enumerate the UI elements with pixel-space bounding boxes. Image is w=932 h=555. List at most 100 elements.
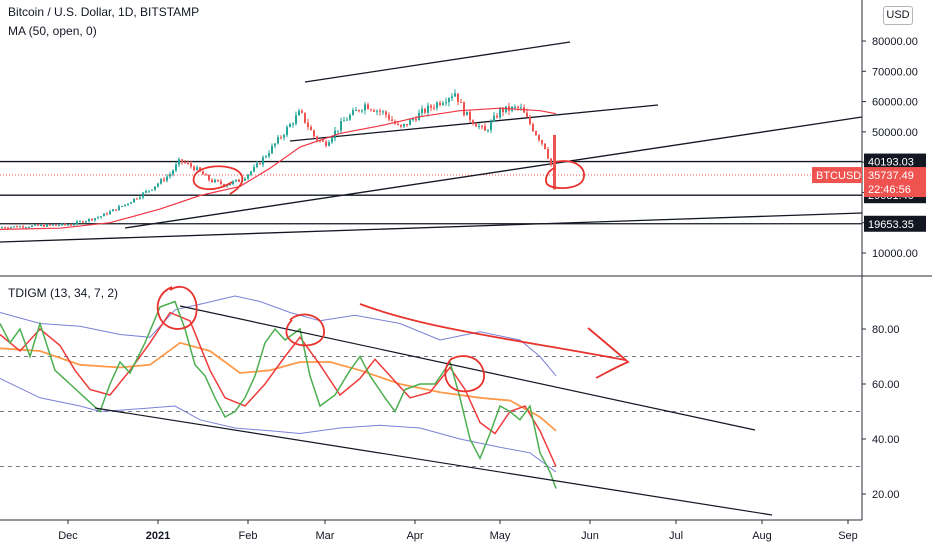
- oscillator-trendlines[interactable]: [94, 305, 773, 516]
- candle-body: [229, 184, 231, 186]
- candle-body: [469, 111, 471, 121]
- candle-body: [541, 140, 543, 144]
- candle-body: [454, 93, 456, 97]
- candle-body: [136, 198, 138, 200]
- candle-body: [184, 161, 186, 163]
- candle-body: [544, 143, 546, 149]
- countdown-label: 22:46:56: [868, 184, 911, 196]
- candle-body: [445, 102, 447, 104]
- candle-body: [439, 102, 441, 105]
- candle-body: [475, 123, 477, 127]
- candle-body: [124, 204, 126, 207]
- osc-tick-label: 40.00: [872, 434, 900, 446]
- trendline-base[interactable]: [0, 212, 863, 243]
- oscillator-annotations: [156, 285, 630, 393]
- candle-body: [409, 119, 411, 126]
- candle-body: [97, 217, 99, 219]
- candle-body: [391, 119, 393, 122]
- candle-body: [295, 115, 297, 124]
- candle-body: [178, 159, 180, 165]
- candle-body: [526, 112, 528, 117]
- candle-body: [223, 184, 225, 187]
- price-trendlines[interactable]: [0, 41, 863, 243]
- candle-body: [328, 142, 330, 146]
- bollinger-lower-band: [0, 378, 557, 473]
- candle-body: [100, 216, 102, 218]
- candle-body: [169, 174, 171, 177]
- candle-body: [214, 179, 216, 183]
- candle-body: [433, 107, 435, 109]
- osc-lower-trendline[interactable]: [94, 407, 773, 516]
- candle-body: [175, 164, 177, 171]
- time-axis[interactable]: Dec 2021 Feb Mar Apr May Jun Jul Aug Sep: [58, 520, 858, 542]
- trendline-long-support[interactable]: [124, 116, 863, 229]
- candle-body: [112, 209, 114, 212]
- circle-osc-jan: [156, 285, 198, 330]
- oscillator-axis[interactable]: 20.00 40.00 60.00 80.00: [862, 324, 900, 501]
- candle-body: [25, 227, 27, 229]
- candle-body: [520, 107, 522, 109]
- candle-body: [292, 123, 294, 125]
- candle-body: [400, 124, 402, 127]
- orange-signal-line: [0, 341, 557, 432]
- price-level-tag-label: 40193.03: [868, 157, 914, 169]
- candle-body: [322, 140, 324, 142]
- osc-upper-trendline[interactable]: [179, 305, 756, 431]
- circle-osc-apr: [444, 355, 485, 393]
- candle-body: [514, 106, 516, 108]
- candle-body: [427, 105, 429, 113]
- time-tick-label: Aug: [752, 530, 772, 542]
- time-tick-label: Jul: [669, 530, 683, 542]
- currency-badge[interactable]: USD: [883, 6, 913, 25]
- price-tick-label: 10000.00: [872, 248, 918, 260]
- candle-body: [334, 130, 336, 139]
- time-tick-label: 2021: [146, 530, 170, 542]
- candle-body: [406, 123, 408, 126]
- candle-body: [490, 121, 492, 131]
- candle-body: [208, 174, 210, 181]
- candle-body: [82, 221, 84, 223]
- candle-body: [220, 181, 222, 185]
- candle-body: [238, 179, 240, 182]
- candle-body: [157, 183, 159, 187]
- red-signal-line: [0, 311, 557, 467]
- candle-body: [232, 181, 234, 185]
- candle-body: [70, 224, 72, 226]
- candle-body: [265, 156, 267, 158]
- trendline-upper-channel[interactable]: [304, 41, 571, 83]
- candle-body: [277, 137, 279, 144]
- candle-body: [133, 198, 135, 203]
- candle-body: [499, 108, 501, 118]
- time-tick-label: May: [490, 530, 511, 542]
- price-tags: 40193.0329081.4019653.35BTCUSD35737.4922…: [812, 153, 926, 232]
- candle-body: [160, 179, 162, 184]
- candle-body: [28, 226, 30, 228]
- green-rsi-line: [0, 300, 557, 489]
- candle-body: [262, 157, 264, 165]
- candle-body: [466, 111, 468, 116]
- time-tick-label: Apr: [406, 530, 423, 542]
- candle-body: [376, 110, 378, 112]
- candle-body: [340, 121, 342, 131]
- candle-body: [361, 110, 363, 112]
- candle-body: [73, 224, 75, 226]
- candle-body: [211, 180, 213, 183]
- price-level-tag: [864, 215, 926, 232]
- candle-body: [373, 110, 375, 112]
- time-tick-label: Sep: [838, 530, 858, 542]
- candle-body: [403, 123, 405, 127]
- symbol-tag: [812, 167, 862, 184]
- candle-body: [460, 101, 462, 103]
- oscillator-legend: TDIGM (13, 34, 7, 2): [8, 286, 119, 300]
- candle-body: [88, 218, 90, 222]
- time-tick-label: Mar: [316, 530, 335, 542]
- candle-body: [31, 225, 33, 227]
- candle-body: [256, 163, 258, 168]
- candle-body: [310, 126, 312, 131]
- candle-body: [190, 163, 192, 167]
- candle-body: [283, 135, 285, 138]
- candle-body: [325, 141, 327, 146]
- candles[interactable]: [1, 89, 556, 230]
